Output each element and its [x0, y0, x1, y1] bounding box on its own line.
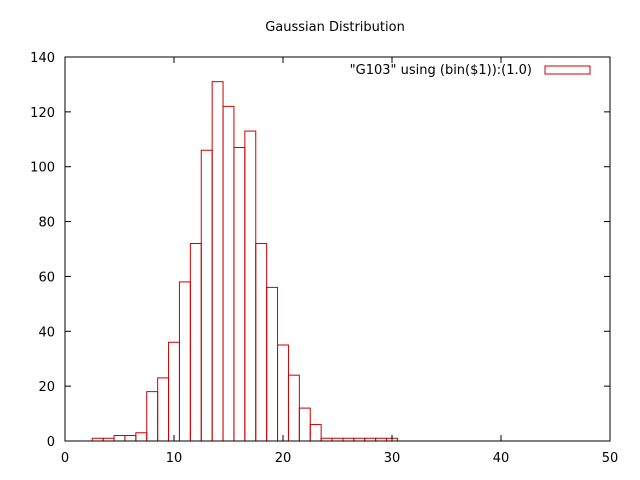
histogram-bar — [113, 435, 126, 442]
x-tick-label: 0 — [61, 451, 69, 466]
x-tick-label: 20 — [275, 451, 292, 466]
y-tick-label: 140 — [30, 51, 55, 66]
y-tick-label: 20 — [38, 380, 55, 395]
histogram-bar — [287, 374, 300, 442]
histogram-bar — [157, 377, 170, 442]
histogram-bar — [168, 341, 180, 442]
x-tick-label: 10 — [166, 451, 183, 466]
legend-swatch — [544, 65, 591, 75]
y-axis-ticks: 0 20 40 60 80 100 120 140 — [30, 51, 610, 450]
histogram-bar — [233, 147, 246, 442]
histogram-bar — [255, 243, 268, 442]
x-axis-ticks: 0 10 20 30 40 50 — [61, 57, 618, 466]
legend-label: "G103" using (bin($1)):(1.0) — [350, 63, 532, 78]
x-tick-label: 50 — [602, 451, 619, 466]
histogram-bar — [200, 149, 213, 442]
y-tick-label: 0 — [47, 435, 55, 450]
histogram-bar — [244, 130, 257, 442]
histogram-bar — [124, 435, 137, 442]
histogram-bar — [211, 81, 224, 442]
y-tick-label: 40 — [38, 325, 55, 340]
y-tick-label: 100 — [30, 161, 55, 176]
chart-title: Gaussian Distribution — [265, 20, 405, 35]
y-tick-label: 120 — [30, 106, 55, 121]
histogram-bar — [178, 281, 191, 442]
histogram-bar — [222, 105, 235, 442]
histogram-bar — [135, 432, 148, 442]
plot-frame — [64, 56, 611, 442]
legend: "G103" using (bin($1)):(1.0) — [350, 63, 591, 78]
histogram-bar — [189, 243, 202, 442]
histogram-bar — [266, 286, 279, 442]
x-tick-label: 40 — [493, 451, 510, 466]
y-tick-label: 80 — [38, 216, 55, 231]
x-tick-label: 30 — [384, 451, 401, 466]
histogram-bar — [309, 424, 322, 442]
histogram-bar — [146, 391, 159, 442]
histogram-bar — [298, 407, 311, 442]
bars-group — [91, 81, 398, 442]
y-tick-label: 60 — [38, 270, 55, 285]
histogram-bar — [277, 344, 289, 442]
